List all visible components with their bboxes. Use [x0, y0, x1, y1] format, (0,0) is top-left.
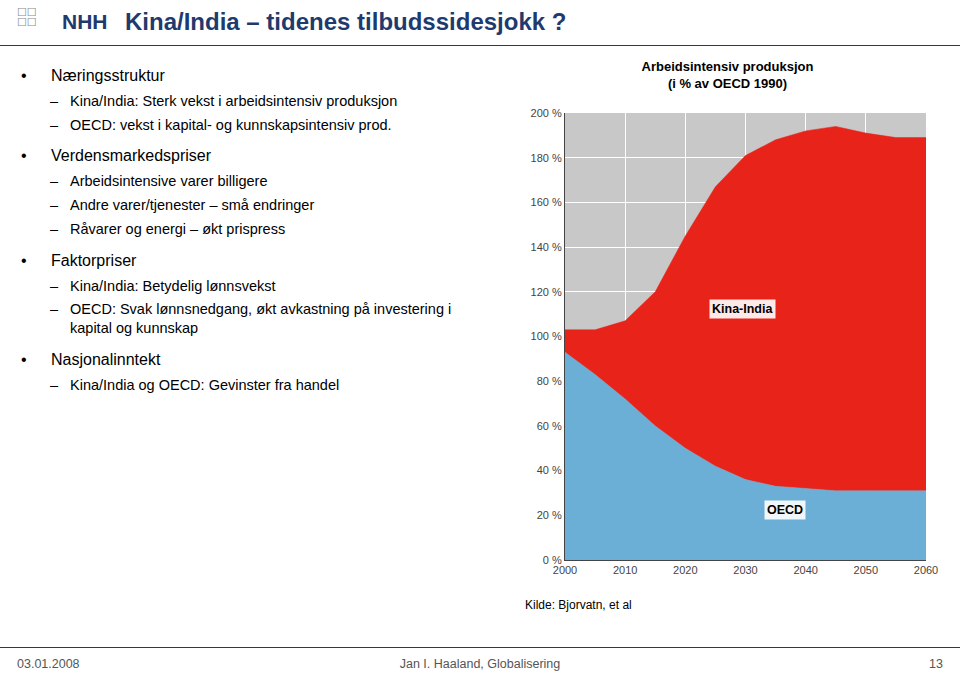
svg-text:2050: 2050 [854, 564, 878, 576]
html-text:Kina/India og OECD: Gevinster: Kina/India og OECD: Gevinster fra handel [70, 376, 340, 393]
html-text:NHH: NHH [62, 10, 108, 33]
svg-text:2020: 2020 [673, 564, 697, 576]
svg-text:100 %: 100 % [531, 330, 562, 342]
svg-text:2040: 2040 [793, 564, 817, 576]
html-text:Andre varer/tjenester – små en: Andre varer/tjenester – små endringer [70, 197, 315, 214]
html-text:Kina/India: Betydelig lønnsvek: Kina/India: Betydelig lønnsvekst [70, 277, 276, 294]
html-text:Nasjonalinntekt: Nasjonalinntekt [51, 351, 161, 369]
html-text:OECD: vekst i kapital- og kunn: OECD: vekst i kapital- og kunnskapsinten… [70, 116, 392, 133]
svg-text:120 %: 120 % [531, 286, 562, 298]
html-text:Kilde: Bjorvatn, et al: Kilde: Bjorvatn, et al [525, 598, 632, 612]
html-text:Næringsstruktur: Næringsstruktur [51, 67, 165, 84]
html-text:03.01.2008: 03.01.2008 [17, 657, 80, 671]
html-text:Faktorpriser: Faktorpriser [51, 251, 137, 269]
svg-text:Kina-India: Kina-India [712, 302, 773, 316]
svg-text:200 %: 200 % [531, 107, 562, 119]
html-text:Kina/India – tidenes tilbudssi: Kina/India – tidenes tilbudssidesjokk ? [125, 8, 567, 35]
svg-text:2010: 2010 [613, 564, 637, 576]
svg-text:40 %: 40 % [537, 464, 562, 476]
html-text:OECD: Svak lønnsnedgang, økt a: OECD: Svak lønnsnedgang, økt avkastning … [70, 301, 452, 337]
svg-text:160 %: 160 % [531, 196, 562, 208]
html-text:Verdensmarkedspriser: Verdensmarkedspriser [51, 147, 212, 165]
html-text:Kina/India: Sterk vekst i arbe: Kina/India: Sterk vekst i arbeidsintensi… [70, 92, 398, 109]
svg-text:0 %: 0 % [543, 554, 562, 566]
svg-text:180 %: 180 % [531, 152, 562, 164]
svg-text:Arbeidsintensiv produksjon(i %: Arbeidsintensiv produksjon(i % av OECD 1… [642, 59, 814, 91]
html-text:13: 13 [929, 657, 943, 671]
html-text:Jan I. Haaland, Globalisering: Jan I. Haaland, Globalisering [399, 657, 561, 671]
html-text:Råvarer og energi – økt prispr: Råvarer og energi – økt prispress [70, 221, 286, 237]
svg-text:140 %: 140 % [531, 241, 562, 253]
svg-text:60 %: 60 % [537, 420, 562, 432]
svg-text:20 %: 20 % [537, 509, 562, 521]
html-text:Arbeidsintensive varer billige: Arbeidsintensive varer billigere [70, 173, 268, 190]
svg-text:2000: 2000 [553, 564, 577, 576]
svg-text:2030: 2030 [733, 564, 757, 576]
svg-text:OECD: OECD [767, 503, 803, 517]
svg-text:2060: 2060 [914, 564, 938, 576]
svg-text:80 %: 80 % [537, 375, 562, 387]
